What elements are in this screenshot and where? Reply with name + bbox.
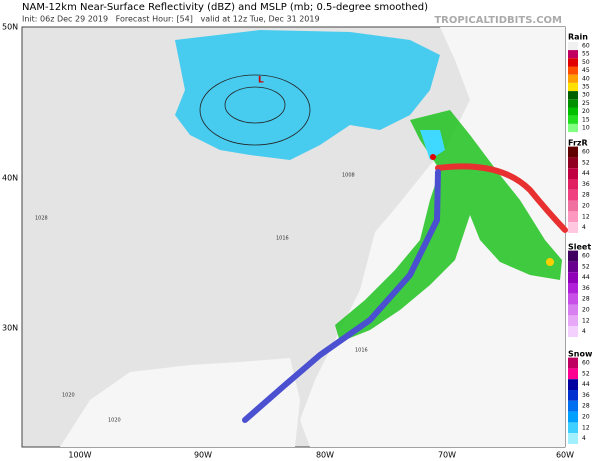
legend-swatch (568, 107, 578, 116)
legend-label: 28 (582, 296, 590, 303)
isobar-label: 1020 (62, 393, 75, 399)
site-credit: TROPICALTIDBITS.COM (434, 15, 562, 26)
lon-label: 70W (438, 451, 456, 460)
legend-swatch (568, 99, 578, 108)
legend-swatch (568, 41, 578, 51)
legend-label: 12 (582, 317, 590, 324)
legend-label: 60 (582, 149, 590, 156)
legend-label: 45 (582, 67, 590, 74)
legend-label: 20 (582, 108, 590, 115)
legend-label: 20 (582, 414, 590, 421)
legend-label: 25 (582, 100, 590, 107)
legend-label: 52 (582, 263, 590, 270)
legend-swatch (568, 433, 578, 444)
legend-swatch (568, 293, 578, 305)
legend-label: 36 (582, 181, 590, 188)
legend-swatch (568, 272, 578, 283)
legend-swatch (568, 250, 578, 262)
legend-swatch (568, 50, 578, 59)
legend-swatch (568, 168, 578, 179)
legend-swatch (568, 211, 578, 223)
legend-swatch (568, 222, 578, 233)
legend-label: 28 (582, 403, 590, 410)
legend-title: FrzR (568, 139, 588, 148)
lon-label: 90W (194, 451, 212, 460)
legend-swatch (568, 66, 578, 75)
legend-swatch (568, 379, 578, 390)
legend-swatch (568, 357, 578, 369)
legend-swatch (568, 400, 578, 412)
legend-label: 20 (582, 203, 590, 210)
legend-swatch (568, 422, 578, 434)
isobar-label: 1028 (35, 216, 48, 222)
isobar-label: 1020 (108, 418, 121, 424)
legend-label: 10 (582, 125, 590, 132)
legend-swatch (568, 91, 578, 100)
legend-swatch (568, 189, 578, 201)
legend-label: 52 (582, 370, 590, 377)
legend-swatch (568, 82, 578, 92)
legend-label: 36 (582, 392, 590, 399)
legend-label: 15 (582, 116, 590, 123)
legend-label: 30 (582, 92, 590, 99)
legend-label: 44 (582, 274, 590, 281)
isobar-label: 1008 (342, 173, 355, 179)
legend-label: 28 (582, 192, 590, 199)
legend-label: 36 (582, 285, 590, 292)
legend-label: 60 (582, 253, 590, 260)
legend-swatch (568, 179, 578, 190)
legend-swatch (568, 368, 578, 380)
legend-label: 12 (582, 424, 590, 431)
legend-swatch (568, 411, 578, 423)
lon-label: 60W (556, 451, 574, 460)
legend-label: 60 (582, 43, 590, 50)
legend-label: 4 (582, 224, 586, 231)
legend-swatch (568, 123, 578, 133)
legend-label: 20 (582, 307, 590, 314)
lon-label: 100W (68, 451, 91, 460)
legend-label: 50 (582, 59, 590, 66)
legend-swatch (568, 326, 578, 337)
legend-swatch (568, 58, 578, 67)
lon-label: 80W (316, 451, 334, 460)
legend-swatch (568, 157, 578, 169)
legend-label: 4 (582, 328, 586, 335)
legend-title: Rain (568, 33, 588, 42)
legend-swatch (568, 74, 578, 83)
legend-title: Sleet (568, 243, 591, 252)
map-area: L (21, 26, 568, 448)
legend-label: 12 (582, 213, 590, 220)
subtitle: Init: 06z Dec 29 2019 Forecast Hour: [54… (22, 15, 320, 24)
low-marker: L (258, 76, 264, 86)
legend-label: 35 (582, 84, 590, 91)
lat-label: 40N (2, 174, 18, 183)
legend-label: 44 (582, 381, 590, 388)
legend-swatch (568, 146, 578, 158)
legend-swatch (568, 261, 578, 273)
isobar-label: 1016 (355, 348, 368, 354)
legend-swatch (568, 304, 578, 316)
legend-swatch (568, 115, 578, 124)
legend-label: 4 (582, 435, 586, 442)
legend-swatch (568, 283, 578, 294)
isobar-label: 1016 (276, 236, 289, 242)
legend-swatch (568, 390, 578, 401)
legend-label: 44 (582, 170, 590, 177)
lat-label: 30N (2, 324, 18, 333)
legend-label: 60 (582, 360, 590, 367)
lat-label: 50N (2, 23, 18, 32)
legend-label: 40 (582, 75, 590, 82)
legend-label: 55 (582, 51, 590, 58)
title: NAM-12km Near-Surface Reflectivity (dBZ)… (22, 2, 428, 13)
legend-swatch (568, 315, 578, 327)
legend-title: Snow (568, 350, 593, 359)
legend-label: 52 (582, 159, 590, 166)
legend-swatch (568, 200, 578, 212)
